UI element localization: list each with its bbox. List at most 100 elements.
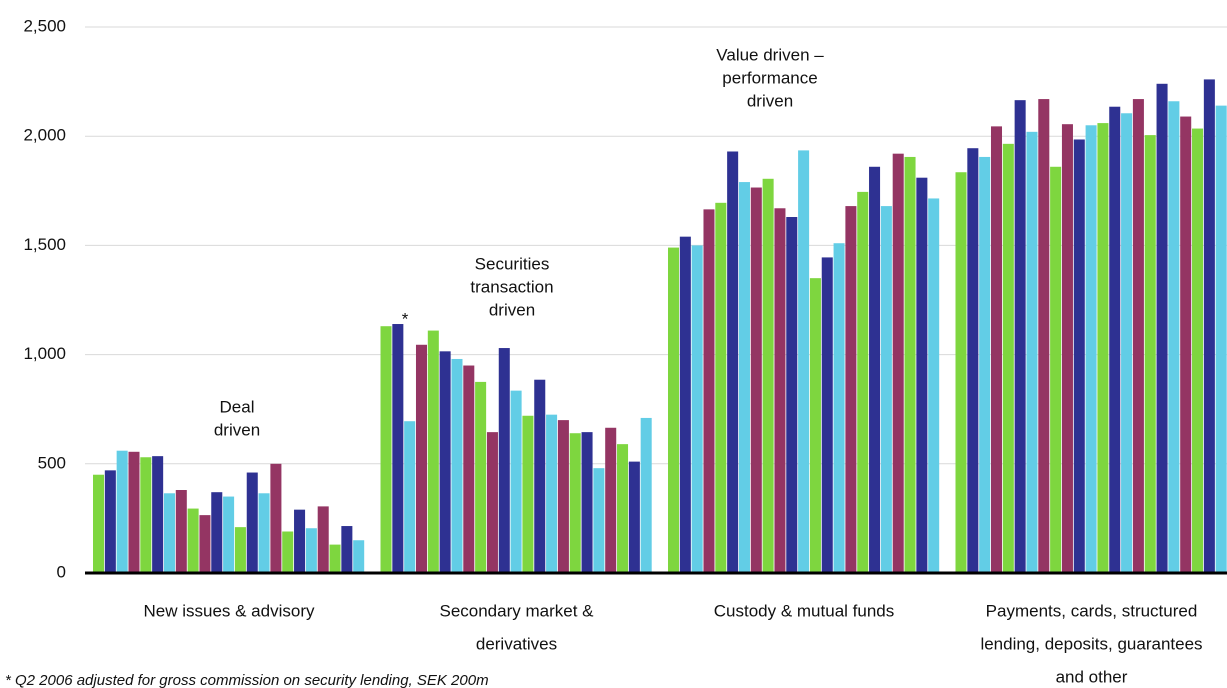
bar xyxy=(640,417,652,573)
bar xyxy=(1156,83,1168,573)
bar xyxy=(258,493,270,573)
bar xyxy=(668,247,680,574)
bar xyxy=(605,427,617,573)
bar xyxy=(341,526,353,573)
bar xyxy=(1050,166,1062,573)
bar xyxy=(199,515,211,573)
x-tick-label: Secondary market & xyxy=(439,601,594,620)
bar xyxy=(1085,125,1097,573)
bar xyxy=(869,166,881,573)
bar xyxy=(1061,124,1073,574)
bar xyxy=(93,474,105,573)
y-tick-label: 1,000 xyxy=(23,344,66,363)
bar xyxy=(1026,131,1038,573)
bar xyxy=(581,432,593,573)
bar xyxy=(928,198,940,573)
bar xyxy=(990,126,1003,573)
bar xyxy=(163,493,175,573)
bar xyxy=(223,496,235,573)
bar xyxy=(510,390,522,573)
annotation: Deal xyxy=(220,397,255,416)
bar xyxy=(1002,143,1014,573)
bar xyxy=(593,468,605,573)
bar xyxy=(1121,113,1133,573)
bar xyxy=(1038,99,1050,574)
bar xyxy=(892,153,904,573)
x-tick-label: and other xyxy=(1056,667,1128,686)
bar xyxy=(762,178,774,573)
bar xyxy=(833,243,845,573)
bar xyxy=(451,358,463,573)
x-tick-label: Payments, cards, structured xyxy=(986,601,1198,620)
bar xyxy=(329,544,341,573)
bar xyxy=(679,236,691,573)
bar xyxy=(1144,135,1156,573)
annotation: performance xyxy=(722,68,817,87)
bar xyxy=(1014,100,1026,573)
bar xyxy=(246,472,258,573)
bar xyxy=(211,492,223,573)
y-tick-label: 1,500 xyxy=(23,235,66,254)
bar xyxy=(1168,101,1180,574)
bar xyxy=(104,470,116,573)
annotation: Value driven – xyxy=(716,45,824,64)
bar xyxy=(522,415,534,573)
bar xyxy=(786,217,798,573)
x-tick-label: derivatives xyxy=(476,634,557,653)
bar xyxy=(1073,139,1085,573)
bar xyxy=(557,420,569,573)
bar xyxy=(1109,106,1121,573)
y-tick-label: 500 xyxy=(38,453,66,472)
annotation: Securities xyxy=(475,254,550,273)
bar xyxy=(128,451,140,573)
bar xyxy=(774,208,786,573)
footnote: * Q2 2006 adjusted for gross commission … xyxy=(5,672,489,688)
annotation: driven xyxy=(489,300,535,319)
bar xyxy=(628,461,640,573)
bar xyxy=(317,506,329,573)
annotation: transaction xyxy=(470,277,553,296)
bar xyxy=(140,457,152,573)
bar xyxy=(270,463,282,573)
bar xyxy=(916,177,928,574)
bar xyxy=(955,172,967,573)
bar xyxy=(439,351,451,573)
annotation: driven xyxy=(214,420,260,439)
bar xyxy=(152,456,164,573)
bar xyxy=(1180,116,1192,573)
bar xyxy=(750,187,762,574)
bar xyxy=(715,202,727,573)
bar xyxy=(1192,128,1204,573)
x-tick-label: Custody & mutual funds xyxy=(714,601,894,620)
bar xyxy=(234,527,246,573)
bar xyxy=(967,148,979,573)
bar xyxy=(353,540,365,573)
bar xyxy=(175,490,187,573)
bar xyxy=(821,257,833,573)
bar xyxy=(475,381,487,573)
bar xyxy=(1203,79,1215,573)
y-tick-label: 0 xyxy=(57,562,66,581)
bar xyxy=(380,326,392,573)
bar xyxy=(392,324,404,573)
bar xyxy=(845,206,857,573)
bar xyxy=(617,444,629,573)
bar xyxy=(857,191,869,573)
bar xyxy=(498,348,510,573)
bar xyxy=(116,450,128,573)
bar xyxy=(1097,123,1109,573)
y-tick-label: 2,000 xyxy=(23,126,66,145)
marker: * xyxy=(402,309,409,328)
bar xyxy=(187,508,199,573)
bar xyxy=(546,414,558,573)
bar xyxy=(809,278,821,573)
bar xyxy=(738,182,750,573)
bar xyxy=(727,151,739,573)
annotation: driven xyxy=(747,91,793,110)
bar xyxy=(1132,99,1144,574)
bar xyxy=(534,379,546,573)
y-tick-label: 2,500 xyxy=(23,16,66,35)
bar xyxy=(463,365,475,573)
bar xyxy=(415,344,428,573)
